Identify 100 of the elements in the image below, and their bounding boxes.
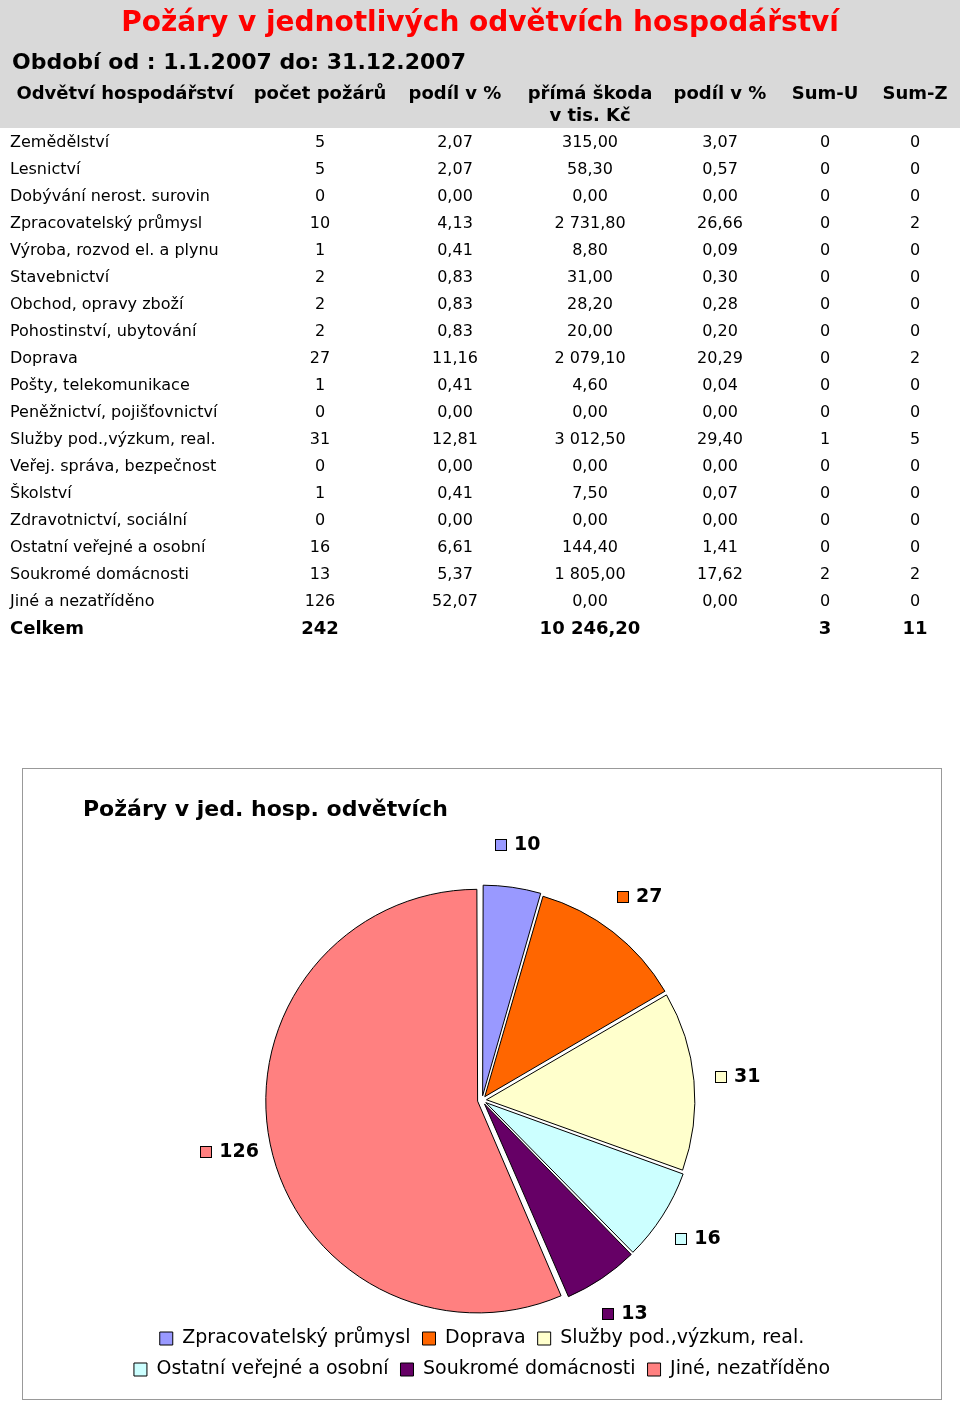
category-label: počet požárů <box>250 80 390 128</box>
text: 1 <box>314 483 326 502</box>
text: 6,61 <box>437 537 473 556</box>
text: 0,00 <box>572 402 608 421</box>
text: 13 <box>309 564 331 583</box>
text: 12,81 <box>432 429 478 448</box>
text: 0,00 <box>572 456 608 475</box>
text: 10 <box>309 213 331 232</box>
text: 2 <box>909 564 921 583</box>
text: 0,57 <box>702 159 738 178</box>
category-label: Zdravotnictví, sociální <box>10 510 187 529</box>
text: 0 <box>909 402 921 421</box>
text: 52,07 <box>432 591 478 610</box>
data-label: 126 <box>219 1139 259 1162</box>
text: 2 731,80 <box>554 213 626 232</box>
text: 11,16 <box>432 348 478 367</box>
text: 5 <box>314 159 326 178</box>
category-label: podíl v % <box>390 80 520 128</box>
category-label: Zpracovatelský průmysl <box>10 213 203 232</box>
data-label: 13 <box>621 1300 648 1323</box>
legend-label: Služby pod.,výzkum, real. <box>560 1325 805 1348</box>
text: 5 <box>314 132 326 151</box>
text: 0,00 <box>437 510 473 529</box>
text: 0,07 <box>702 483 738 502</box>
text: 2 079,10 <box>554 348 626 367</box>
category-label: Jiné a nezatříděno <box>10 591 155 610</box>
text: 1 805,00 <box>554 564 626 583</box>
text: 0 <box>909 321 921 340</box>
text: 0,00 <box>437 186 473 205</box>
text: 7,50 <box>572 483 608 502</box>
text: 0,00 <box>572 186 608 205</box>
text: 0 <box>909 186 921 205</box>
text: 126 <box>304 591 336 610</box>
text: 0 <box>909 510 921 529</box>
text: 0,00 <box>702 510 738 529</box>
text: 0 <box>314 456 326 475</box>
category-label: Stavebnictví <box>10 267 110 286</box>
legend-label: Ostatní veřejné a osobní <box>156 1356 390 1379</box>
text: 0,83 <box>437 267 473 286</box>
text: 0 <box>819 186 831 205</box>
text: 0,00 <box>702 186 738 205</box>
category-label: Služby pod.,výzkum, real. <box>10 429 216 448</box>
text: 0 <box>819 159 831 178</box>
text: 2 <box>314 321 326 340</box>
text: 0 <box>909 375 921 394</box>
text: 2 <box>909 213 921 232</box>
text: 3 <box>818 617 832 638</box>
text: 0,30 <box>702 267 738 286</box>
legend-label: Soukromé domácnosti <box>422 1356 636 1379</box>
text: 0 <box>819 348 831 367</box>
chart-title: Požáry v jed. hosp. odvětvích <box>83 795 448 821</box>
category-label: Celkem <box>10 617 85 638</box>
text: 0 <box>819 267 831 286</box>
category-label: přímá škoda v tis. Kč <box>520 80 660 128</box>
text: 0,83 <box>437 321 473 340</box>
text: 0,00 <box>702 456 738 475</box>
category-label: Pohostinství, ubytování <box>10 321 197 340</box>
category-label: Doprava <box>10 348 78 367</box>
text: 2 <box>314 267 326 286</box>
text: 0,28 <box>702 294 738 313</box>
text: 0 <box>819 510 831 529</box>
text: 0 <box>909 483 921 502</box>
legend-label: Zpracovatelský průmysl <box>182 1325 411 1348</box>
text: 0,41 <box>437 240 473 259</box>
text: 2 <box>819 564 831 583</box>
legend-label: Doprava <box>445 1325 526 1348</box>
text: 26,66 <box>697 213 743 232</box>
text: 0,00 <box>702 402 738 421</box>
text: 0 <box>819 240 831 259</box>
text: 11 <box>902 617 928 638</box>
data-label: 10 <box>513 832 541 855</box>
category-label: Pošty, telekomunikace <box>10 375 190 394</box>
text: 3,07 <box>702 132 738 151</box>
category-label: Školství <box>10 483 72 502</box>
text: 31 <box>309 429 331 448</box>
category-label: Zemědělství <box>10 132 110 151</box>
text: 1 <box>314 240 326 259</box>
text: 1,41 <box>702 537 738 556</box>
text: 3 012,50 <box>554 429 626 448</box>
category-label: Veřej. správa, bezpečnost <box>10 456 217 475</box>
text: 2 <box>314 294 326 313</box>
text: 0 <box>909 591 921 610</box>
category-label: Výroba, rozvod el. a plynu <box>10 240 219 259</box>
text: 16 <box>309 537 331 556</box>
text: 5 <box>909 429 921 448</box>
text: 27 <box>309 348 331 367</box>
category-label: Dobývání nerost. surovin <box>10 186 211 205</box>
text: 20,29 <box>697 348 743 367</box>
text: 17,62 <box>697 564 743 583</box>
text: 315,00 <box>562 132 618 151</box>
text: 0 <box>909 240 921 259</box>
text: 0 <box>819 375 831 394</box>
text: 0,20 <box>702 321 738 340</box>
category-label: Soukromé domácnosti <box>10 564 189 583</box>
text: 4,13 <box>437 213 473 232</box>
text: 0 <box>909 159 921 178</box>
category-label: Sum-Z <box>870 80 960 128</box>
data-label: 27 <box>635 884 663 907</box>
text: 28,20 <box>567 294 613 313</box>
text: 0,00 <box>702 591 738 610</box>
